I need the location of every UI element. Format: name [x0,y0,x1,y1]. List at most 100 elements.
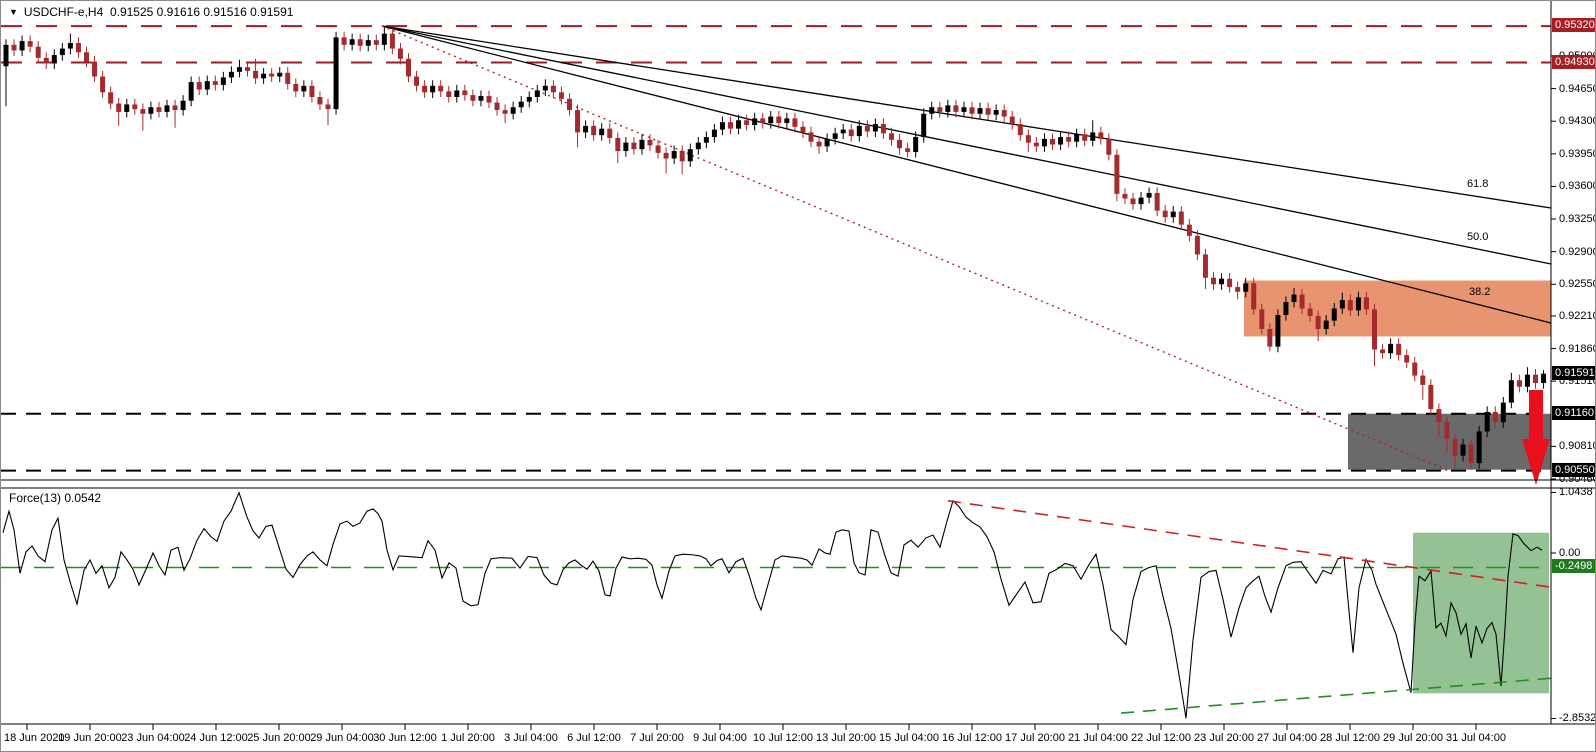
candle-body [1106,138,1112,155]
candle-body [719,122,725,130]
date-tick: 7 Jul 20:00 [630,732,684,744]
candle-body [1524,374,1530,387]
candle-body [59,48,65,56]
candle-body [1420,375,1426,385]
fibo-fan-label: 38.2 [1469,286,1491,298]
symbol-label: USDCHF-e,H4 [23,5,104,19]
candle-body [228,71,234,78]
price-tick: 0.90810 [1559,440,1596,453]
candle-body [454,90,460,97]
candle-body [977,108,983,114]
candle-body [679,151,685,162]
candle-body [824,138,830,147]
date-tick: 9 Jul 04:00 [693,732,747,744]
candle-body [1339,300,1345,309]
price-tick: 0.92210 [1559,309,1596,322]
candle-body [293,83,299,92]
divergence-zone-rect [1413,532,1549,694]
candle-body [848,129,854,137]
candle-body [1267,328,1273,347]
date-tick: 13 Jul 20:00 [816,732,876,744]
candle-body [1516,380,1522,387]
candle-body [921,113,927,138]
candle-body [381,33,387,45]
candle-body [1017,124,1023,136]
candle-body [156,107,162,112]
candle-body [615,137,621,152]
candle-body [285,72,291,84]
candle-body [752,118,758,125]
date-tick: 15 Jul 04:00 [879,732,939,744]
indicator-badge: -0.2498 [1552,559,1595,574]
symbol-dropdown-icon[interactable]: ▼ [9,7,18,17]
candle-body [1235,287,1241,292]
date-tick: 3 Jul 04:00 [504,732,558,744]
candle-body [317,96,323,105]
candle-body [1154,192,1160,211]
candle-body [695,142,701,150]
candle-body [84,52,89,62]
date-tick: 22 Jul 12:00 [1131,732,1191,744]
candle-body [349,39,355,45]
candle-body [1315,315,1321,329]
candle-body [1001,110,1007,117]
candle-body [1460,444,1466,456]
candle-body [1114,154,1120,194]
candle-body [542,85,548,91]
candle-body [430,85,436,93]
candle-body [1299,294,1305,309]
candle-body [1009,116,1015,125]
candle-body [1211,277,1216,285]
candle-body [1275,315,1281,347]
candle-body [422,85,428,93]
candle-body [1372,309,1377,350]
price-badge: 0.91591 [1552,365,1595,380]
candle-body [1404,355,1410,363]
candle-body [1098,132,1104,139]
candle-body [929,107,935,114]
candle-body [591,125,597,136]
candle-body [100,76,106,93]
candle-body [164,105,170,112]
candle-body [1025,135,1031,143]
candle-body [301,85,307,92]
candle-body [1388,343,1394,354]
candle-body [438,85,444,92]
candle-body [808,132,814,142]
chart-title: ▼ USDCHF-e,H4 0.91525 0.91616 0.91516 0.9… [9,5,293,19]
indicator-tick: 0.00 [1559,547,1581,559]
price-tick: 0.92550 [1559,278,1596,291]
candle-body [261,73,267,79]
candle-body [889,133,894,140]
candle-body [1291,294,1297,302]
candle-body [1412,362,1418,376]
date-tick: 18 Jun 2020 [4,732,65,744]
candle-body [486,96,492,103]
candle-body [623,142,629,152]
candle-body [220,77,226,85]
candle-body [140,109,146,114]
date-tick: 23 Jul 20:00 [1194,732,1254,744]
candle-body [784,118,790,124]
candle-body [204,81,210,90]
price-tick: 0.94650 [1559,82,1596,95]
candle-body [840,129,846,134]
candle-body [253,70,259,79]
candle-body [446,91,452,97]
candle-body [1082,134,1088,141]
candle-body [1033,142,1039,147]
candle-body [510,107,516,114]
price-tick: 0.92900 [1559,245,1596,258]
candle-body [1380,349,1386,354]
candle-body [1307,308,1313,316]
price-badge: 0.91160 [1552,405,1595,420]
candle-body [1347,300,1353,311]
candle-body [132,104,138,110]
candle-body [647,139,653,146]
candle-body [639,139,645,150]
ohlc-values: 0.91525 0.91616 0.91516 0.91591 [109,5,294,19]
candle-body [953,105,959,112]
candle-body [558,92,564,99]
date-tick: 24 Jun 12:00 [184,732,248,744]
